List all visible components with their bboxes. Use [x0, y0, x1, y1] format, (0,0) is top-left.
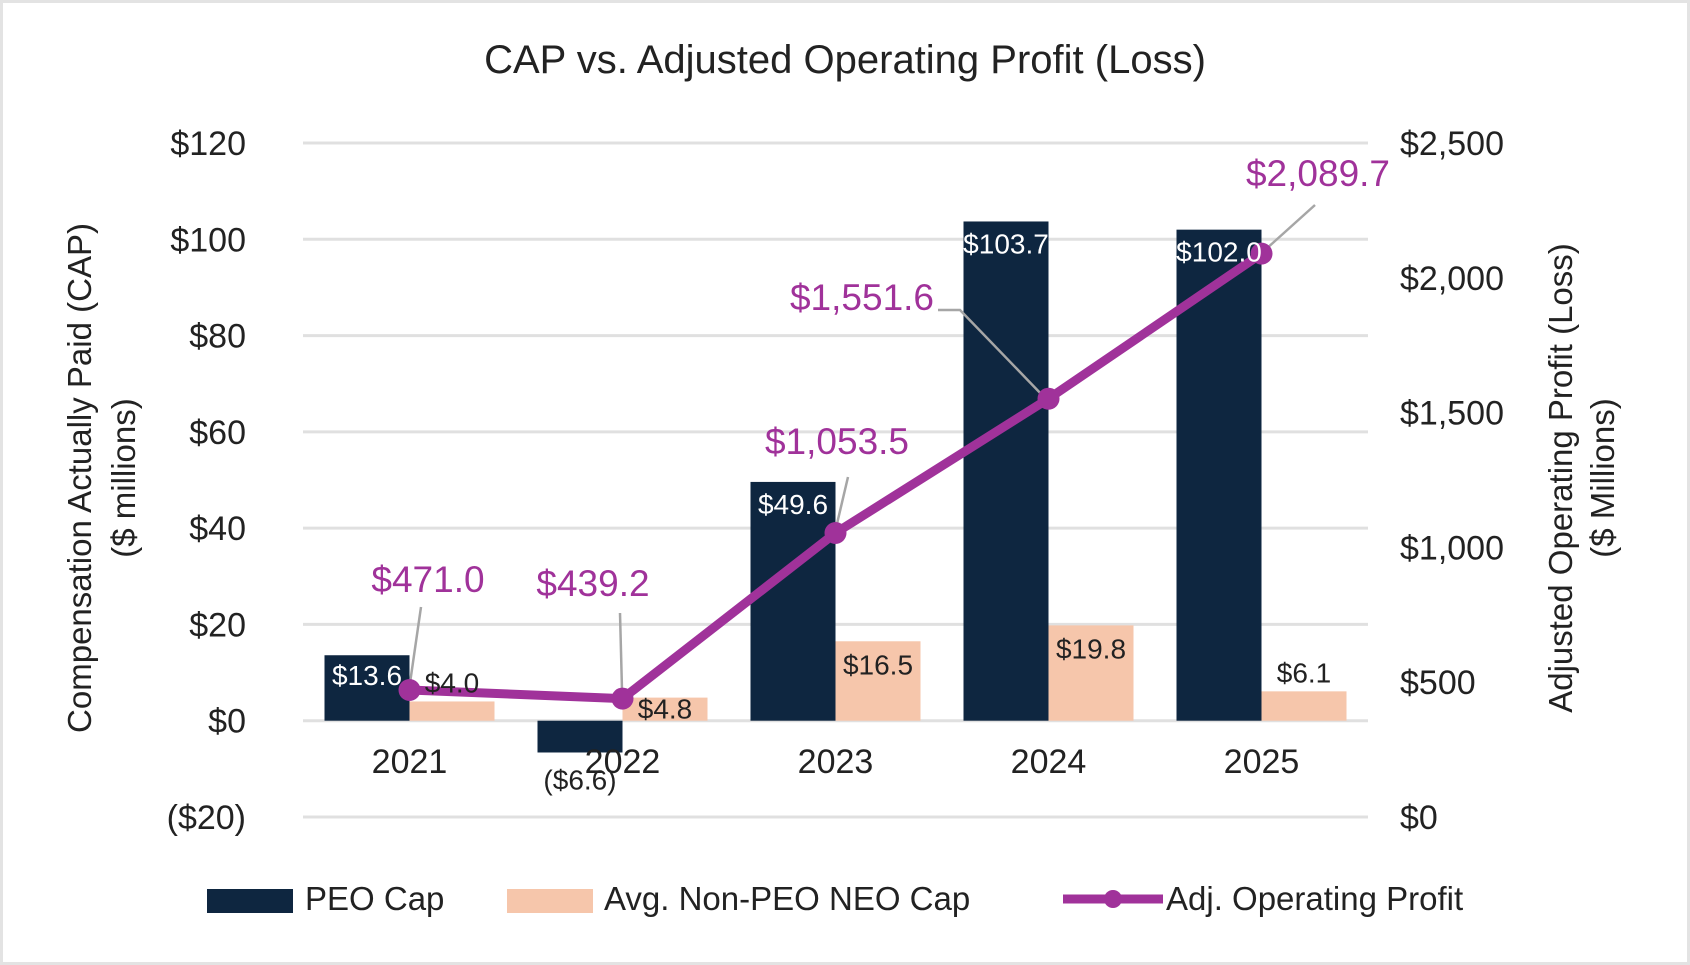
y2-tick-label: $500 — [1400, 664, 1476, 702]
legend-label-non-peo: Avg. Non-PEO NEO Cap — [604, 880, 970, 917]
bar-peo-cap — [324, 655, 410, 721]
x-axis-ticks: 2021 2022 2023 2024 2025 — [372, 743, 1300, 781]
y-axis-ticks: ($20) $0 $20 $40 $60 $80 $100 $120 — [167, 125, 246, 837]
data-label-non-peo: $4.8 — [638, 694, 693, 725]
x-tick-label: 2021 — [372, 743, 448, 781]
bar-peo-cap — [750, 481, 836, 721]
leader-line — [834, 476, 850, 529]
data-label-adj-operating-profit: $2,089.7 — [1246, 153, 1390, 194]
data-label-non-peo: $16.5 — [843, 649, 913, 680]
y-tick-label: $60 — [189, 414, 246, 452]
y-tick-label: $100 — [170, 221, 246, 259]
bar-peo-cap — [963, 221, 1049, 721]
bars — [324, 221, 1347, 753]
x-tick-label: 2025 — [1224, 743, 1300, 781]
y-tick-label: $0 — [208, 703, 246, 741]
bar-non-peo — [622, 697, 708, 721]
line-series — [398, 204, 1316, 710]
bar-non-peo — [835, 641, 921, 721]
legend: PEO Cap Avg. Non-PEO NEO Cap Adj. Operat… — [207, 880, 1463, 917]
x-tick-label: 2023 — [798, 743, 874, 781]
legend-item-non-peo[interactable]: Avg. Non-PEO NEO Cap — [507, 880, 970, 917]
data-label-non-peo: $6.1 — [1277, 657, 1332, 688]
legend-swatch-non-peo — [507, 889, 593, 913]
x-tick-label: 2022 — [585, 743, 661, 781]
y-tick-label: $80 — [189, 318, 246, 356]
data-label-peo-cap: $13.6 — [332, 660, 402, 691]
leader-line — [938, 308, 1046, 399]
data-label-adj-operating-profit: $439.2 — [536, 563, 649, 604]
legend-label-adj-operating-profit: Adj. Operating Profit — [1166, 880, 1463, 917]
data-labels: $13.6 $4.0 ($6.6) $4.8 $49.6 $16.5 $103.7 $19.8… — [332, 153, 1390, 795]
marker-adj-operating-profit — [1250, 242, 1273, 265]
bar-peo-cap — [537, 720, 623, 753]
y2-tick-label: $1,500 — [1400, 395, 1504, 433]
y2-axis-title-line1: Adjusted Operating Profit (Loss) — [1542, 243, 1579, 713]
leader-line — [407, 606, 423, 691]
marker-adj-operating-profit — [824, 521, 847, 544]
legend-item-adj-operating-profit[interactable]: Adj. Operating Profit — [1063, 880, 1463, 917]
y2-axis-title-line2: ($ Millions) — [1584, 398, 1621, 558]
y2-axis-ticks: $0 $500 $1,000 $1,500 $2,000 $2,500 — [1400, 125, 1504, 837]
x-tick-label: 2024 — [1011, 743, 1087, 781]
leader-line — [618, 612, 624, 691]
bar-peo-cap — [1176, 229, 1262, 721]
marker-adj-operating-profit — [611, 687, 634, 710]
data-label-peo-cap: $49.6 — [758, 489, 828, 520]
data-label-non-peo: $4.0 — [425, 667, 480, 698]
y-tick-label: $20 — [189, 606, 246, 644]
y-axis-title-line2: ($ millions) — [105, 398, 142, 558]
y-tick-label: $40 — [189, 510, 246, 548]
data-label-peo-cap: $102.0 — [1176, 237, 1262, 268]
y-tick-label: $120 — [170, 125, 246, 163]
legend-marker-adj-operating-profit — [1104, 890, 1122, 908]
data-label-peo-cap: $103.7 — [963, 228, 1049, 259]
y2-tick-label: $0 — [1400, 799, 1438, 837]
chart-title: CAP vs. Adjusted Operating Profit (Loss) — [484, 38, 1206, 82]
y-axis-title: Compensation Actually Paid (CAP) ($ mill… — [61, 223, 142, 733]
y2-axis-title: Adjusted Operating Profit (Loss) ($ Mill… — [1542, 243, 1621, 713]
y-tick-label: ($20) — [167, 799, 246, 837]
y2-tick-label: $1,000 — [1400, 529, 1504, 567]
legend-item-peo-cap[interactable]: PEO Cap — [207, 880, 444, 917]
data-label-adj-operating-profit: $471.0 — [371, 559, 484, 600]
data-label-non-peo: $19.8 — [1056, 633, 1126, 664]
y-axis-title-line1: Compensation Actually Paid (CAP) — [61, 223, 98, 733]
y2-tick-label: $2,500 — [1400, 125, 1504, 163]
marker-adj-operating-profit — [398, 679, 421, 702]
y2-tick-label: $2,000 — [1400, 260, 1504, 298]
marker-adj-operating-profit — [1037, 387, 1060, 410]
legend-label-peo-cap: PEO Cap — [305, 880, 444, 917]
legend-swatch-peo-cap — [207, 889, 293, 913]
data-label-adj-operating-profit: $1,053.5 — [765, 421, 909, 462]
data-label-adj-operating-profit: $1,551.6 — [790, 277, 934, 318]
bar-non-peo — [409, 701, 495, 721]
leader-line — [1264, 204, 1316, 251]
bar-non-peo — [1261, 691, 1347, 721]
bar-non-peo — [1048, 625, 1134, 721]
data-label-peo-cap: ($6.6) — [543, 764, 616, 795]
